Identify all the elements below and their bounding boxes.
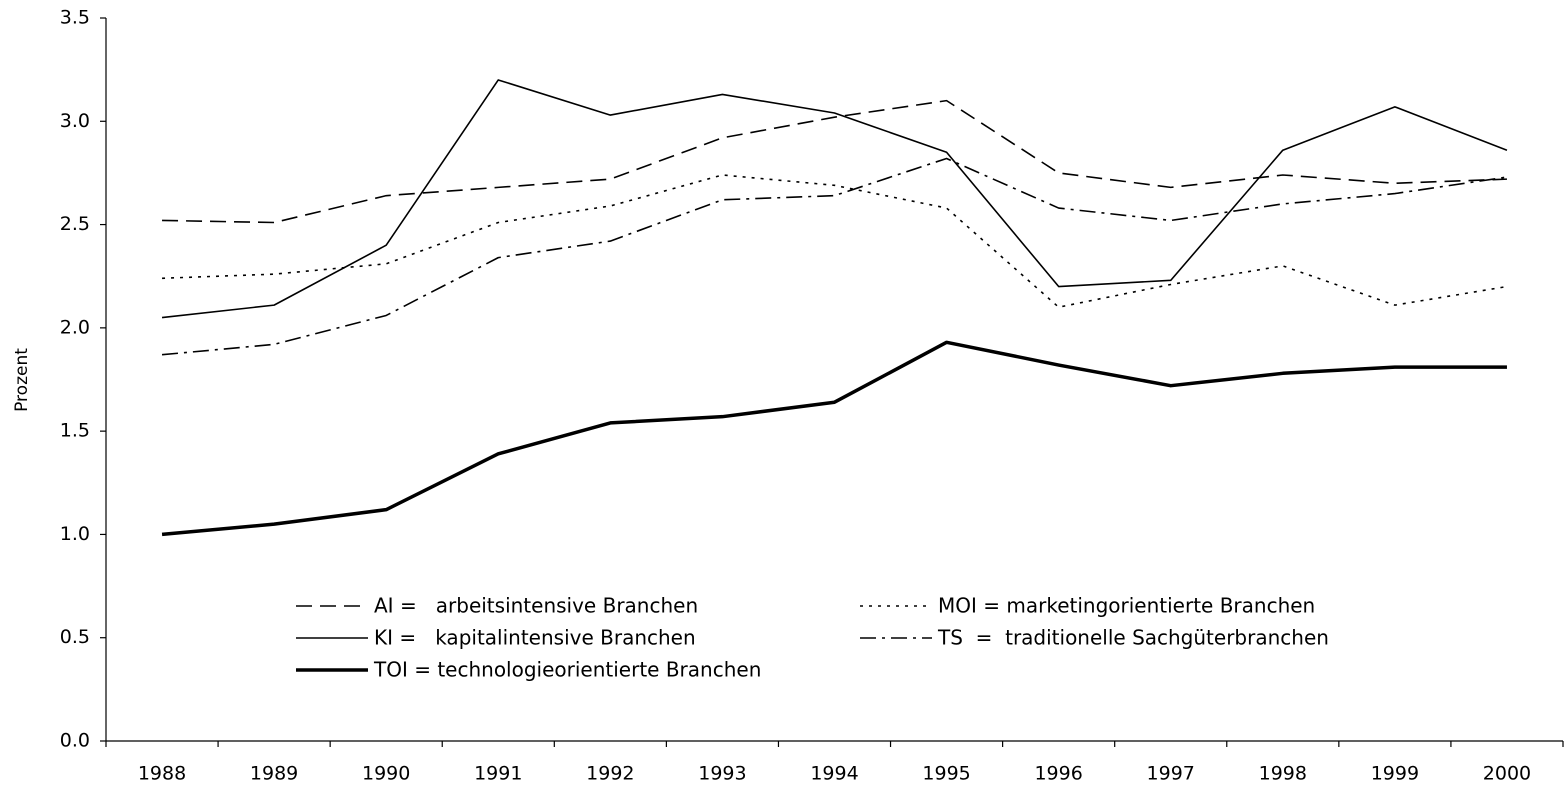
legend-label: AI = arbeitsintensive Branchen bbox=[374, 594, 698, 618]
y-tick-label: 0.0 bbox=[60, 730, 90, 752]
x-tick-label: 2000 bbox=[1483, 763, 1531, 785]
x-tick-label: 1991 bbox=[474, 763, 522, 785]
legend-label: MOI = marketingorientierte Branchen bbox=[938, 594, 1315, 618]
series-line bbox=[162, 174, 1508, 308]
series-line bbox=[161, 79, 1508, 319]
y-tick-label: 0.5 bbox=[60, 626, 90, 648]
series-line bbox=[161, 340, 1507, 537]
y-tick-label: 2.0 bbox=[60, 316, 90, 338]
x-tick-label: 1988 bbox=[138, 763, 186, 785]
y-tick-label: 2.5 bbox=[60, 213, 90, 235]
y-tick-label: 1.0 bbox=[60, 523, 90, 545]
x-tick-label: 1999 bbox=[1371, 763, 1419, 785]
x-tick-label: 1997 bbox=[1147, 763, 1195, 785]
x-tick-label: 1996 bbox=[1034, 763, 1082, 785]
series-line bbox=[162, 99, 1507, 224]
x-tick-label: 1989 bbox=[250, 763, 298, 785]
legend-label: TS = traditionelle Sachgüterbranchen bbox=[937, 626, 1329, 650]
y-tick-label: 3.0 bbox=[60, 110, 90, 132]
x-tick-label: 1994 bbox=[810, 763, 858, 785]
legend-label: TOI = technologieorientierte Branchen bbox=[373, 658, 761, 682]
x-tick-label: 1992 bbox=[586, 763, 634, 785]
y-tick-label: 1.5 bbox=[60, 420, 90, 442]
y-axis-label: Prozent bbox=[12, 348, 32, 412]
x-tick-label: 1990 bbox=[362, 763, 410, 785]
series-line bbox=[161, 157, 1508, 356]
x-tick-label: 1998 bbox=[1259, 763, 1307, 785]
legend-label: KI = kapitalintensive Branchen bbox=[374, 626, 696, 650]
y-tick-label: 3.5 bbox=[60, 7, 90, 29]
x-tick-label: 1995 bbox=[922, 763, 970, 785]
x-tick-label: 1993 bbox=[698, 763, 746, 785]
